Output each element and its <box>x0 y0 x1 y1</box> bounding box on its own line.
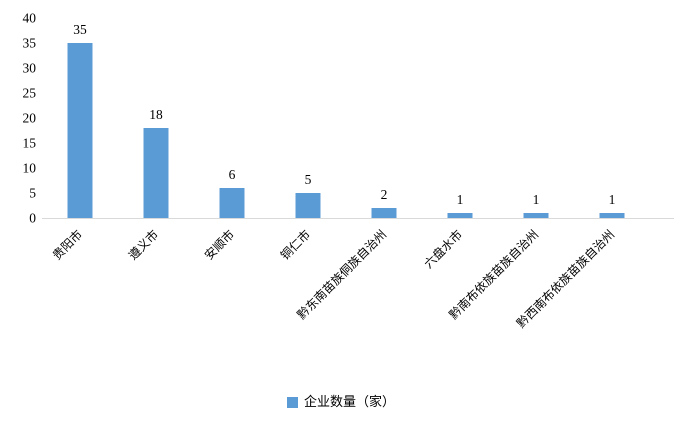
bar[interactable] <box>371 208 397 218</box>
y-tick-label: 10 <box>22 160 37 176</box>
chart-legend: 企业数量（家） <box>0 396 682 409</box>
y-tick-label: 30 <box>22 60 37 76</box>
x-tick-label: 贵阳市 <box>49 227 86 263</box>
bar-value-label: 6 <box>228 166 236 182</box>
bar-slot: 35 <box>42 18 118 218</box>
bar-value-label: 1 <box>608 191 616 207</box>
bar[interactable] <box>67 43 93 218</box>
legend-swatch-icon <box>286 397 298 408</box>
x-tick-label: 六盘水市 <box>421 227 466 272</box>
x-label-slot: 黔东南苗族侗族自治州 <box>294 222 422 382</box>
bar[interactable] <box>447 213 473 218</box>
bar[interactable] <box>295 193 321 218</box>
y-tick-label: 40 <box>22 10 37 26</box>
bar-value-label: 1 <box>532 191 540 207</box>
y-tick-label: 25 <box>22 85 37 101</box>
plot-area: 35 18 6 5 2 1 1 1 <box>42 18 672 218</box>
x-axis-line <box>42 218 674 219</box>
x-label-slot: 安顺市 <box>194 222 270 382</box>
x-tick-label: 遵义市 <box>125 227 162 263</box>
legend-entry-label[interactable]: 企业数量（家） <box>303 395 395 410</box>
bar-slot: 1 <box>498 18 574 218</box>
y-tick-label: 5 <box>29 185 36 201</box>
bar-slot: 18 <box>118 18 194 218</box>
bar[interactable] <box>219 188 245 218</box>
x-label-slot: 黔西南布依族苗族自治州 <box>514 222 650 382</box>
bar[interactable] <box>599 213 625 218</box>
x-label-slot: 贵阳市 <box>42 222 118 382</box>
bar-slot: 6 <box>194 18 270 218</box>
x-tick-label: 铜仁市 <box>277 227 314 263</box>
y-tick-label: 35 <box>22 35 37 51</box>
bar[interactable] <box>523 213 549 218</box>
bar-value-label: 18 <box>149 106 163 122</box>
x-axis-labels: 贵阳市 遵义市 安顺市 铜仁市 黔东南苗族侗族自治州 六盘水市 黔南布依族苗族自… <box>42 222 672 382</box>
bar-value-label: 1 <box>456 191 464 207</box>
bar[interactable] <box>143 128 169 218</box>
bar-slot: 1 <box>422 18 498 218</box>
bar-slot: 1 <box>574 18 650 218</box>
bar-slot: 2 <box>346 18 422 218</box>
bar-value-label: 35 <box>73 21 87 37</box>
y-tick-label: 20 <box>22 110 37 126</box>
x-tick-label: 安顺市 <box>201 227 238 263</box>
bar-slot: 5 <box>270 18 346 218</box>
x-label-slot: 遵义市 <box>118 222 194 382</box>
bar-value-label: 5 <box>304 171 312 187</box>
y-axis: 40 35 30 25 20 15 10 5 0 <box>0 0 37 442</box>
y-tick-label: 0 <box>29 210 36 226</box>
bar-value-label: 2 <box>380 186 388 202</box>
y-tick-label: 15 <box>22 135 37 151</box>
